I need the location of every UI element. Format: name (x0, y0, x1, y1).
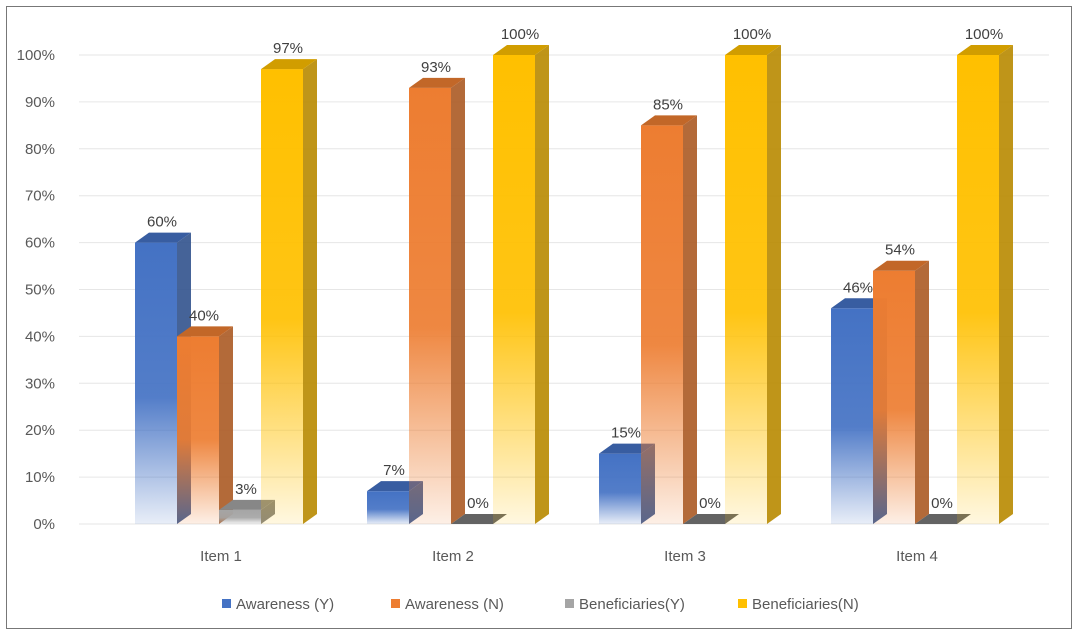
bar-awareness-n-item-2 (409, 77, 465, 524)
data-label: 15% (611, 425, 641, 442)
bar-top-face (873, 260, 929, 271)
bar-front-face (873, 270, 915, 524)
data-label: 0% (699, 495, 721, 512)
y-tick-label: 100% (17, 47, 55, 64)
data-label: 40% (189, 307, 219, 324)
bar-front-face (135, 242, 177, 524)
data-label: 0% (467, 495, 489, 512)
legend-swatch (222, 599, 231, 608)
x-tick-label: Item 3 (664, 548, 706, 565)
bar-side-face (535, 45, 549, 524)
bar-front-face (641, 125, 683, 524)
legend-item: Awareness (Y) (222, 596, 334, 613)
chart-svg: 0% 10% 20% 30% 40% 50% 60% 70% 80% 90% 100% 60% 40%… (17, 26, 1049, 613)
bar-beneficiaries-n-item-1 (261, 59, 317, 524)
y-tick-label: 30% (25, 375, 55, 392)
x-tick-label: Item 1 (200, 548, 242, 565)
legend-swatch (738, 599, 747, 608)
y-axis-tick-labels: 0% 10% 20% 30% 40% 50% 60% 70% 80% 90% 100% (17, 47, 55, 533)
bar-top-face (261, 59, 317, 70)
bar-awareness-y-item-1 (135, 232, 191, 524)
legend-swatch (391, 599, 400, 608)
bar-side-face (683, 115, 697, 524)
bar-awareness-n-item-4 (873, 260, 929, 524)
bar-awareness-n-item-3 (641, 115, 697, 524)
bar-front-face (493, 55, 535, 524)
legend-label: Awareness (Y) (236, 596, 334, 613)
bar-top-face (409, 77, 465, 88)
bar-top-face (135, 232, 191, 243)
data-label: 7% (383, 462, 405, 479)
legend-swatch (565, 599, 574, 608)
bar-front-face (409, 87, 451, 524)
bar-awareness-n-item-1 (177, 326, 233, 524)
bar-side-face (999, 45, 1013, 524)
bar-top-face (493, 45, 549, 55)
bar-front-face (177, 336, 219, 524)
gridlines (79, 54, 1049, 525)
bar-front-face (725, 55, 767, 524)
bar-front-face (599, 453, 641, 524)
bar-side-face (303, 59, 317, 524)
y-tick-label: 20% (25, 422, 55, 439)
data-label: 93% (421, 59, 451, 76)
bar-front-face (831, 308, 873, 524)
data-label: 0% (931, 495, 953, 512)
legend-label: Beneficiaries(N) (752, 596, 859, 613)
y-tick-label: 80% (25, 141, 55, 158)
data-label: 100% (733, 26, 771, 43)
data-label: 100% (965, 26, 1003, 43)
legend-label: Beneficiaries(Y) (579, 596, 685, 613)
legend-label: Awareness (N) (405, 596, 504, 613)
bar-beneficiaries-n-item-4 (957, 45, 1013, 524)
bar-front-face (219, 509, 261, 524)
y-tick-label: 0% (33, 516, 55, 533)
bar-top-face (725, 45, 781, 55)
data-labels: 60% 40% 3% 97% 7% 93% 0% 100% 15% 85% 0% 100% 46% 54%… (147, 26, 1003, 512)
bar-top-face (957, 45, 1013, 55)
bar-top-face (177, 326, 233, 337)
bar-top-face (641, 115, 697, 126)
bar-side-face (219, 326, 233, 524)
bar-side-face (915, 260, 929, 524)
legend-item: Beneficiaries(N) (738, 596, 859, 613)
data-label: 85% (653, 96, 683, 113)
bars (135, 45, 1013, 524)
bar-beneficiaries-n-item-2 (493, 45, 549, 524)
chart-area: 0% 10% 20% 30% 40% 50% 60% 70% 80% 90% 100% 60% 40%… (6, 6, 1072, 629)
x-tick-label: Item 4 (896, 548, 938, 565)
bar-front-face (261, 69, 303, 524)
bar-front-face (957, 55, 999, 524)
data-label: 3% (235, 481, 257, 498)
data-label: 60% (147, 214, 177, 231)
data-label: 54% (885, 242, 915, 259)
y-tick-label: 70% (25, 188, 55, 205)
legend: Awareness (Y) Awareness (N) Beneficiaries(… (222, 596, 859, 613)
y-tick-label: 40% (25, 328, 55, 345)
bar-side-face (767, 45, 781, 524)
y-tick-label: 60% (25, 235, 55, 252)
bar-front-face (367, 491, 409, 524)
x-tick-label: Item 2 (432, 548, 474, 565)
y-tick-label: 90% (25, 94, 55, 111)
data-label: 97% (273, 40, 303, 57)
y-tick-label: 10% (25, 469, 55, 486)
legend-item: Beneficiaries(Y) (565, 596, 685, 613)
legend-item: Awareness (N) (391, 596, 504, 613)
data-label: 100% (501, 26, 539, 43)
data-label: 46% (843, 279, 873, 296)
bar-beneficiaries-n-item-3 (725, 45, 781, 524)
x-axis-tick-labels: Item 1 Item 2 Item 3 Item 4 (200, 548, 938, 565)
y-tick-label: 50% (25, 282, 55, 299)
bar-side-face (451, 77, 465, 524)
